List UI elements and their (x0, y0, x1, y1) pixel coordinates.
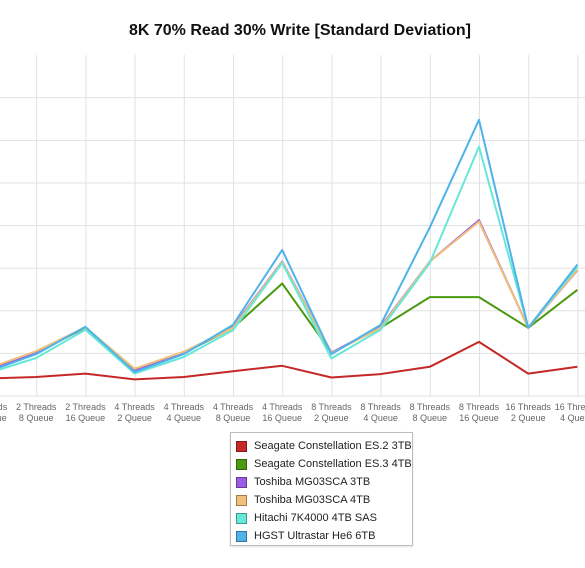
legend-label: Toshiba MG03SCA 3TB (254, 476, 371, 488)
legend-swatch (236, 458, 247, 470)
legend-item[interactable]: Hitachi 7K4000 4TB SAS (236, 509, 412, 527)
x-tick-label: 2 Threads 16 Queue (65, 402, 106, 423)
legend-item[interactable]: Toshiba MG03SCA 4TB (236, 491, 412, 509)
x-tick-label: 4 Threads 16 Queue (262, 402, 303, 423)
series-line (0, 118, 579, 374)
legend: Seagate Constellation ES.2 3TB Seagate C… (230, 432, 413, 546)
legend-label: Seagate Constellation ES.2 3TB (254, 440, 412, 452)
legend-label: Toshiba MG03SCA 4TB (254, 494, 371, 506)
legend-label: Seagate Constellation ES.3 4TB (254, 458, 412, 470)
legend-item[interactable]: Seagate Constellation ES.2 3TB (236, 437, 412, 455)
legend-item[interactable]: Toshiba MG03SCA 3TB (236, 473, 412, 491)
x-tick-label: 8 Threads 4 Queue (360, 402, 401, 423)
series-lines (0, 118, 579, 381)
x-tick-label: 4 Threads 8 Queue (213, 402, 254, 423)
legend-swatch (236, 530, 247, 542)
series-line (0, 340, 578, 381)
series-line (0, 219, 579, 372)
series-line (0, 145, 579, 375)
x-tick-label: 8 Threads 16 Queue (459, 402, 500, 423)
x-tick-label: 16 Threads 2 Queue (506, 402, 552, 423)
x-tick-label: 2 Threads 8 Queue (16, 402, 57, 423)
legend-swatch (236, 512, 247, 524)
x-tick-label: 8 Threads 8 Queue (410, 402, 451, 423)
legend-label: Hitachi 7K4000 4TB SAS (254, 512, 377, 524)
x-tick-label: 8 Threads 2 Queue (311, 402, 352, 423)
legend-swatch (236, 494, 247, 506)
grid-lines (0, 55, 585, 397)
legend-item[interactable]: HGST Ultrastar He6 6TB (236, 527, 412, 545)
legend-label: HGST Ultrastar He6 6TB (254, 530, 376, 542)
x-tick-label: 4 Threads 4 Queue (164, 402, 205, 423)
legend-swatch (236, 476, 247, 488)
x-tick-label: 4 Threads 2 Queue (114, 402, 155, 423)
legend-item[interactable]: Seagate Constellation ES.3 4TB (236, 455, 412, 473)
legend-swatch (236, 440, 247, 452)
chart-title: 8K 70% Read 30% Write [Standard Deviatio… (129, 22, 471, 39)
